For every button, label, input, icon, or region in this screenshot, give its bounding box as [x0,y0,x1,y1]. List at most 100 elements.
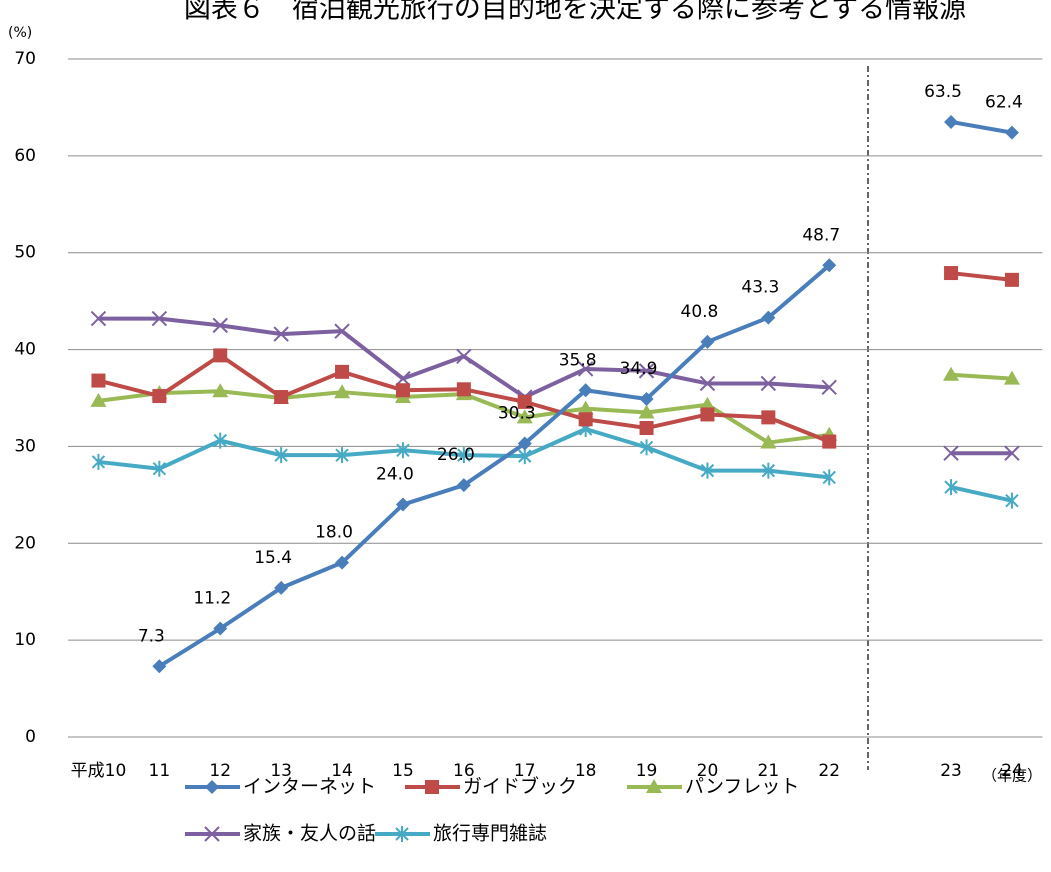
marker [699,396,716,411]
legend-marker [425,780,439,794]
marker [760,375,777,392]
marker [760,434,777,449]
data-label: 24.0 [376,465,414,485]
x-tick-label: 11 [149,761,171,781]
marker [213,348,228,363]
x-tick-label: 16 [453,761,475,781]
legend-marker [205,780,219,794]
marker [700,407,715,422]
marker [577,400,594,415]
marker [152,389,167,404]
y-tick-label: 30 [14,436,36,456]
y-tick-label: 0 [25,727,36,747]
marker [821,379,837,396]
marker [151,310,168,327]
data-label: 11.2 [193,589,231,609]
marker [944,266,959,281]
legend-label: インターネット [243,776,376,798]
x-tick-label: 13 [270,761,292,781]
marker [1005,492,1019,509]
marker [761,462,776,479]
y-tick-label: 40 [14,340,36,360]
x-tick-label: 19 [636,761,658,781]
marker [700,334,715,349]
legend-label: ガイドブック [463,775,577,798]
marker [212,317,228,334]
data-label: 30.3 [498,404,536,424]
marker [822,434,837,449]
marker [91,453,106,470]
marker [334,384,351,399]
marker [213,621,228,636]
marker [335,447,349,464]
data-label: 34.9 [620,359,658,379]
marker [639,421,654,436]
marker [396,442,410,459]
marker [761,410,776,425]
marker [943,445,959,461]
x-tick-label: 15 [392,761,414,781]
data-label: 62.4 [985,93,1023,113]
series-line [158,119,1013,668]
marker [456,348,472,365]
marker [91,373,106,388]
marker [213,432,227,449]
y-tick-label: 20 [14,533,36,553]
legend-marker [395,826,409,842]
data-label: 26.0 [437,445,475,465]
marker [1004,125,1019,140]
series-line [98,426,1013,503]
x-tick-label: 22 [818,761,840,781]
marker [1004,445,1020,461]
y-tick-label: 50 [14,243,36,263]
series-line [98,316,1012,456]
legend-label: パンフレット [685,776,799,798]
marker [944,479,958,496]
marker [517,436,532,451]
marker [638,363,655,379]
marker [274,447,288,464]
marker [152,460,167,477]
marker [943,366,960,381]
y-tick-label: 10 [14,630,36,650]
legend-item: 旅行専門雑誌 [375,823,547,845]
legend-marker [646,779,662,793]
data-label: 15.4 [254,548,292,568]
legend-item: パンフレット [627,776,799,798]
data-label: 7.3 [138,626,165,646]
marker [578,412,593,427]
marker [577,361,594,377]
data-label: 35.8 [559,350,597,370]
legend-marker [204,826,220,842]
y-tick-label: 60 [14,146,36,166]
chart-title: 図表６ 宿泊観光旅行の目的地を決定する際に参考とする情報源 [184,0,966,25]
marker [516,409,533,424]
marker [456,478,471,493]
marker [639,439,654,456]
x-tick-label: 12 [209,761,231,781]
marker [334,323,350,339]
marker [578,383,593,398]
marker [944,114,959,129]
marker [822,469,836,486]
data-label: 48.7 [802,225,840,245]
x-tick-label: 24 [1001,761,1023,781]
marker [822,258,837,273]
legend-label: 家族・友人の話 [243,823,376,845]
marker [274,390,289,405]
marker [90,310,107,327]
marker [335,555,350,570]
legend-item: インターネット [185,776,376,798]
x-tick-label: 18 [575,761,597,781]
marker [335,364,350,379]
marker [1003,370,1020,385]
marker [274,580,289,595]
marker [152,659,167,674]
marker [395,497,410,512]
data-label: 18.0 [315,523,353,543]
marker [273,326,289,342]
x-tick-label: 23 [940,761,962,781]
data-label: 63.5 [924,82,962,102]
